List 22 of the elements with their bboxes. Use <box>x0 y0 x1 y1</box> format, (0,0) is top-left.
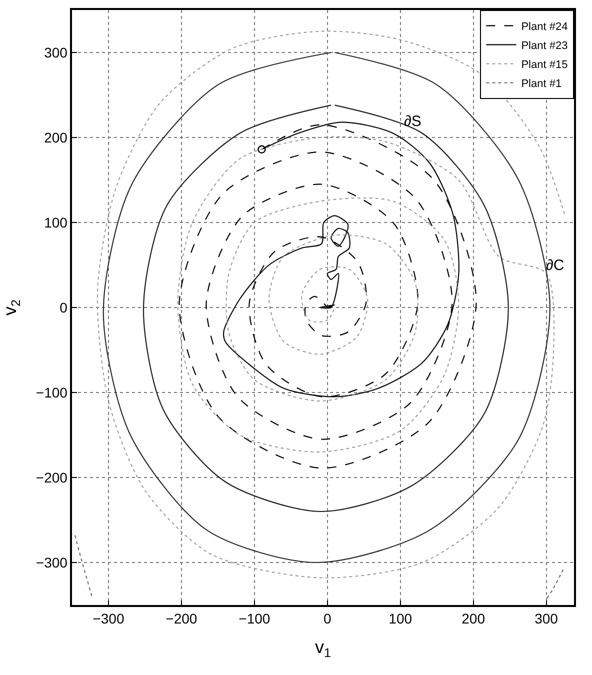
x-tick-label: 100 <box>388 610 412 627</box>
x-tick-label: −100 <box>238 610 270 627</box>
y-tick-label: −200 <box>36 469 68 486</box>
x-tick-label: −200 <box>166 610 198 627</box>
annotation: ∂C <box>546 257 564 274</box>
legend-label: Plant #24 <box>521 20 568 33</box>
x-axis-title: v$_{1}$ <box>314 637 332 660</box>
y-tick-label: 100 <box>44 214 68 230</box>
y-tick-label: 0 <box>60 299 68 316</box>
x-tick-label: 300 <box>534 610 558 627</box>
legend-label: Plant #23 <box>521 40 568 52</box>
annotation: ∂S <box>404 113 422 130</box>
y-tick-label: −100 <box>36 384 68 400</box>
legend-label: Plant #1 <box>521 78 562 90</box>
x-tick-label: −300 <box>92 610 124 627</box>
x-tick-label: 200 <box>462 610 486 627</box>
y-tick-label: 200 <box>44 129 68 146</box>
y-tick-label: 300 <box>44 44 68 60</box>
legend-label: Plant #15 <box>521 58 568 71</box>
x-tick-label: 0 <box>323 610 332 627</box>
line-series <box>142 104 509 512</box>
y-tick-label: −300 <box>36 554 68 570</box>
